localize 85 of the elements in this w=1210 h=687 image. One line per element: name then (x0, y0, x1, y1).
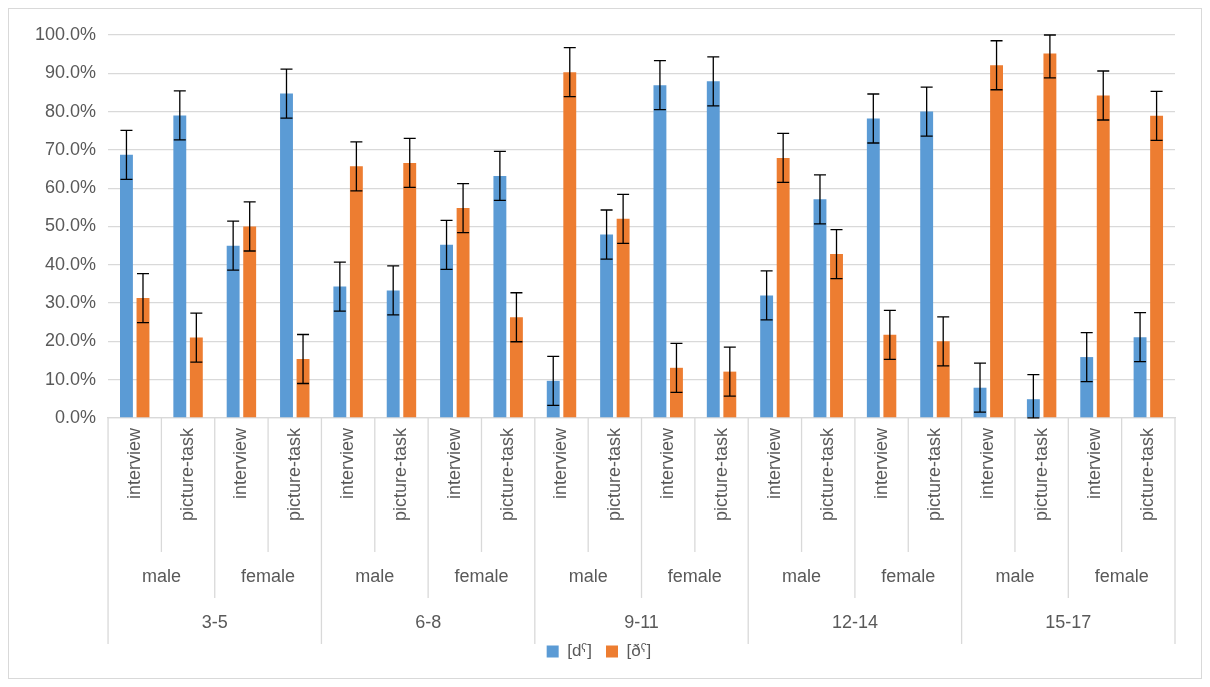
x-tick-label: picture-task (603, 426, 624, 522)
x-tick-label: interview (977, 426, 998, 499)
bar (386, 290, 400, 418)
text: 9-11 (624, 611, 659, 632)
bar (226, 245, 240, 418)
bar (440, 244, 453, 418)
bar (866, 118, 880, 418)
bar (776, 157, 790, 418)
bar (1080, 357, 1094, 418)
bar (493, 175, 507, 418)
bar (333, 286, 347, 418)
bar (563, 72, 577, 418)
y-tick-label: 90.0% (45, 62, 97, 83)
bar (723, 371, 737, 418)
bar (920, 111, 934, 418)
bar (670, 367, 683, 418)
x-tick-label: picture-task (710, 426, 731, 522)
bar (813, 199, 827, 418)
y-tick-label: 10.0% (45, 368, 97, 389)
y-tick-label: 40.0% (45, 253, 97, 274)
text: male (782, 565, 822, 586)
text: 15-17 (1045, 611, 1092, 632)
bar (830, 254, 843, 418)
bar (936, 341, 950, 418)
text: male (355, 565, 395, 586)
x-tick-label: picture-task (1137, 426, 1158, 522)
y-tick-label: 0.0% (55, 406, 97, 427)
y-tick-label: 60.0% (45, 177, 97, 198)
text: 3-5 (201, 611, 228, 632)
bar (1133, 337, 1147, 418)
bar (1043, 53, 1057, 418)
bar (760, 295, 774, 418)
bar (990, 65, 1003, 418)
x-tick-label: picture-task (283, 426, 304, 522)
bar (600, 234, 614, 418)
y-tick-label: 70.0% (45, 138, 97, 159)
x-tick-label: interview (657, 426, 678, 499)
legend-label: [ðˤ] (626, 641, 652, 661)
bar (706, 81, 720, 418)
y-tick-label: 100.0% (34, 23, 97, 44)
text: female (454, 565, 509, 586)
x-tick-label: interview (230, 426, 251, 499)
x-tick-label: interview (763, 426, 784, 499)
text: female (1094, 565, 1149, 586)
y-tick-label: 20.0% (45, 330, 97, 351)
x-tick-label: picture-task (177, 426, 198, 522)
x-tick-label: picture-task (817, 426, 838, 522)
y-tick-label: 80.0% (45, 100, 97, 121)
bar (349, 166, 363, 418)
text: female (881, 565, 936, 586)
text: male (141, 565, 181, 586)
bar (456, 208, 470, 418)
x-tick-label: picture-task (390, 426, 411, 522)
bar (1026, 399, 1040, 418)
y-tick-label: 50.0% (45, 215, 97, 236)
bar (189, 337, 203, 418)
bar (616, 218, 630, 418)
text: male (995, 565, 1035, 586)
x-tick-label: picture-task (497, 426, 518, 522)
bar (173, 115, 187, 418)
bar (509, 317, 523, 418)
bar (243, 226, 257, 418)
x-tick-label: interview (337, 426, 358, 499)
x-tick-label: picture-task (923, 426, 944, 522)
y-tick-label: 30.0% (45, 292, 97, 313)
text: female (667, 565, 722, 586)
x-tick-label: interview (870, 426, 891, 499)
text: female (241, 565, 296, 586)
x-tick-label: interview (123, 426, 144, 499)
text: male (568, 565, 608, 586)
bar (280, 93, 293, 418)
bar (546, 380, 560, 418)
legend-label: [dˤ] (567, 641, 592, 661)
text: 12-14 (831, 611, 878, 632)
x-tick-label: interview (1083, 426, 1104, 499)
bar (120, 154, 133, 418)
x-tick-label: picture-task (1030, 426, 1051, 522)
x-tick-label: interview (550, 426, 571, 499)
bar (1096, 95, 1110, 418)
bar (403, 162, 417, 418)
bar (1150, 115, 1164, 418)
bar (653, 85, 667, 418)
x-tick-label: interview (443, 426, 464, 499)
text: 6-8 (415, 611, 442, 632)
bar (883, 334, 897, 418)
